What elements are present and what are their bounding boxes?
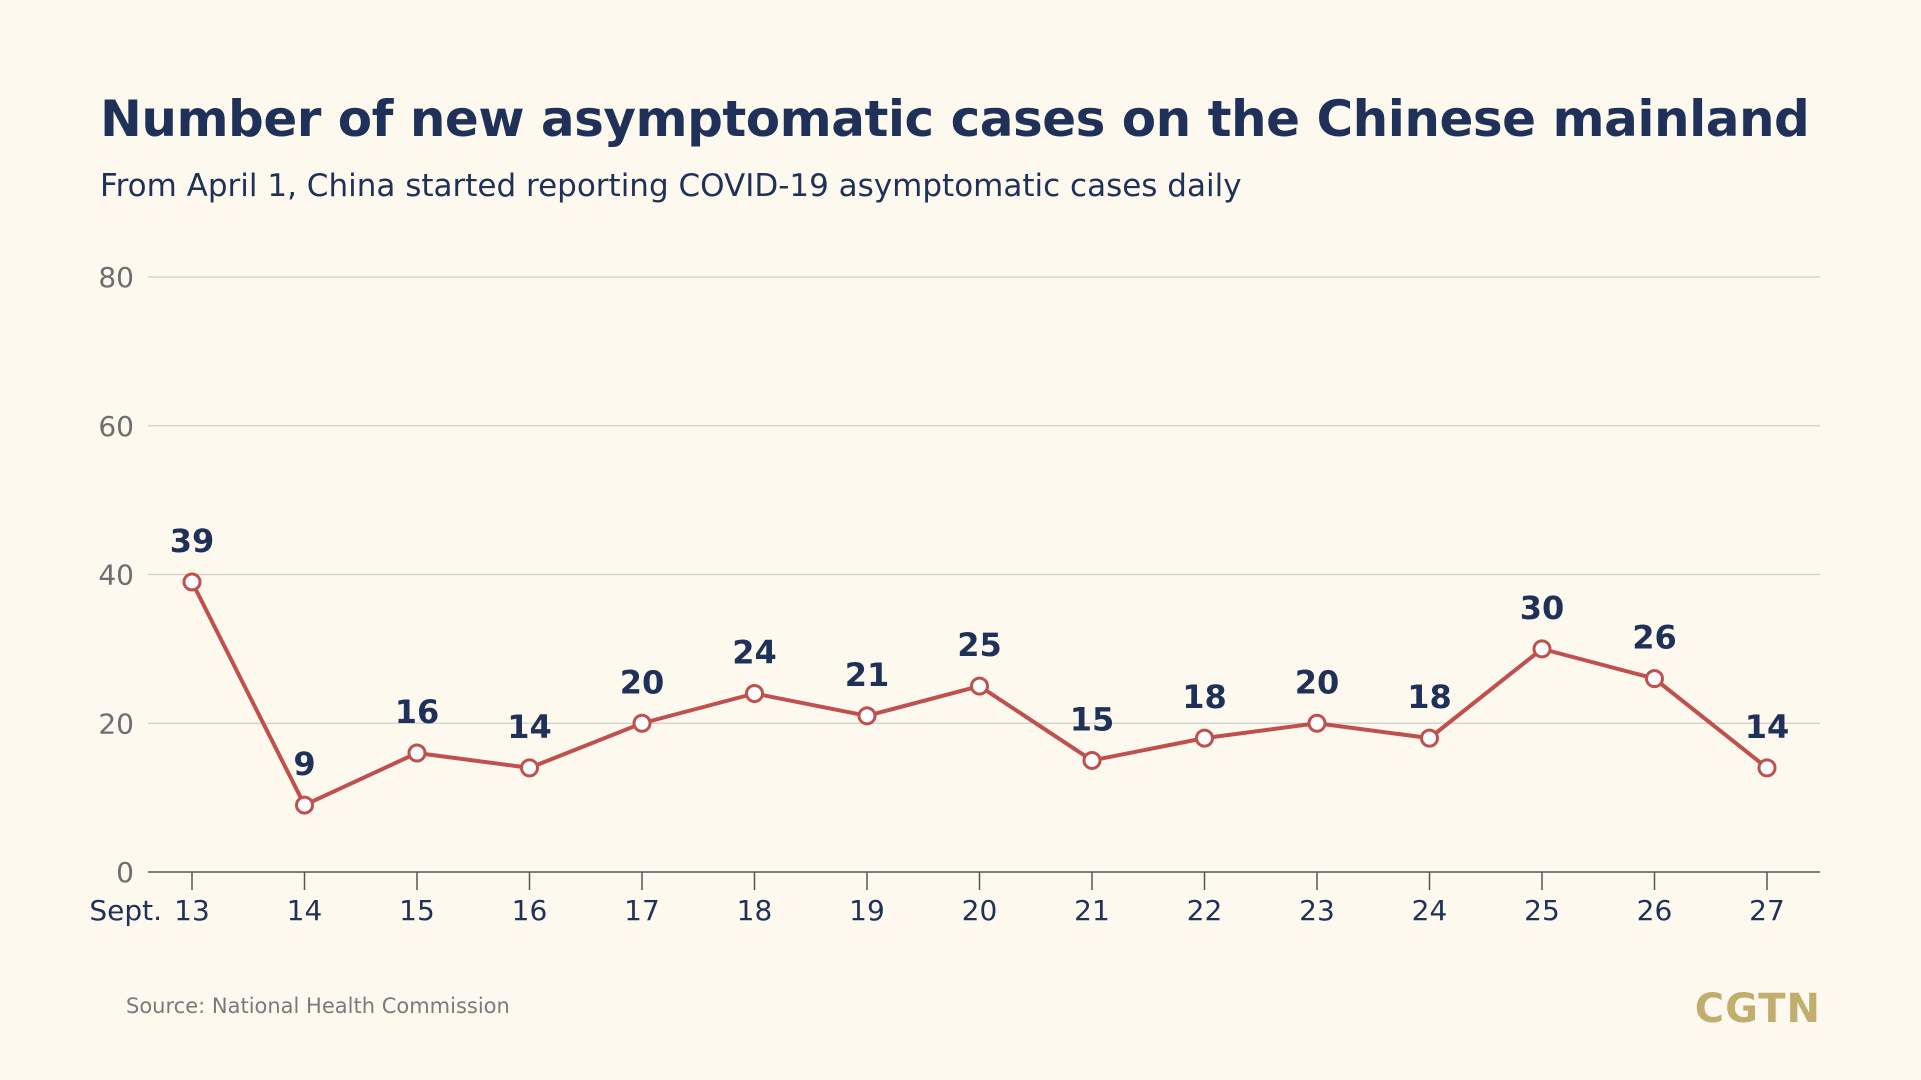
data-label-22: 18 — [1182, 678, 1227, 716]
y-tick-label-60: 60 — [98, 410, 134, 443]
x-tick-label-16: 16 — [512, 894, 548, 927]
data-point-14 — [295, 795, 314, 815]
data-label-26: 26 — [1632, 619, 1677, 657]
data-label-21: 15 — [1070, 700, 1115, 738]
data-point-13 — [182, 572, 202, 592]
page-title: Number of new asymptomatic cases on the … — [100, 90, 1810, 148]
y-tick-labels: 0 20 40 60 80 — [98, 261, 134, 889]
x-tick-labels: 13 14 15 16 17 18 19 20 21 22 23 24 25 26 27 — [174, 894, 1785, 927]
grid-layer — [148, 276, 1820, 724]
data-label-13: 39 — [170, 522, 215, 560]
page-subtitle: From April 1, China started reporting CO… — [100, 168, 1242, 204]
x-tick-label-18: 18 — [737, 894, 773, 927]
data-label-19: 21 — [845, 656, 890, 694]
data-points — [182, 572, 1777, 815]
x-tick-label-24: 24 — [1412, 894, 1448, 927]
x-tick-label-17: 17 — [624, 894, 660, 927]
data-point-16 — [520, 758, 539, 778]
data-label-23: 20 — [1295, 663, 1340, 701]
x-tick-label-21: 21 — [1074, 894, 1110, 927]
x-tick-label-23: 23 — [1299, 894, 1335, 927]
y-tick-label-20: 20 — [98, 707, 134, 740]
data-label-25: 30 — [1520, 589, 1565, 627]
data-point-24 — [1420, 728, 1439, 748]
data-point-22 — [1195, 728, 1214, 748]
cgtn-logo: CGTN — [1694, 986, 1821, 1032]
data-label-15: 16 — [395, 693, 440, 731]
data-label-18: 24 — [732, 634, 777, 672]
data-point-27 — [1757, 758, 1777, 778]
x-tick-label-27: 27 — [1749, 894, 1785, 927]
x-tick-label-13: 13 — [174, 894, 210, 927]
x-tick-marks — [191, 872, 1768, 890]
source-note: Source: National Health Commission — [126, 994, 510, 1018]
x-tick-label-19: 19 — [849, 894, 885, 927]
data-label-16: 14 — [507, 708, 552, 746]
data-labels: 39 9 16 14 20 24 21 25 15 18 20 18 30 26 14 — [170, 522, 1790, 783]
x-tick-label-15: 15 — [399, 894, 435, 927]
data-point-26 — [1645, 669, 1664, 689]
data-label-17: 20 — [620, 663, 665, 701]
data-label-14: 9 — [293, 745, 315, 783]
x-tick-label-22: 22 — [1187, 894, 1223, 927]
x-axis-prefix-label: Sept. — [89, 894, 162, 927]
x-tick-label-14: 14 — [287, 894, 323, 927]
data-point-17 — [632, 713, 652, 733]
y-tick-label-80: 80 — [98, 261, 134, 294]
data-label-24: 18 — [1407, 678, 1452, 716]
data-point-23 — [1307, 713, 1327, 733]
data-label-20: 25 — [957, 626, 1002, 664]
y-tick-label-40: 40 — [98, 559, 134, 592]
data-point-25 — [1532, 639, 1552, 659]
data-point-21 — [1082, 750, 1102, 770]
data-point-20 — [970, 676, 989, 696]
data-point-18 — [745, 684, 764, 703]
data-point-15 — [407, 743, 427, 763]
x-tick-label-26: 26 — [1637, 894, 1673, 927]
x-tick-label-25: 25 — [1524, 894, 1560, 927]
data-label-27: 14 — [1745, 708, 1790, 746]
y-tick-label-0: 0 — [116, 856, 134, 889]
data-point-19 — [857, 706, 877, 726]
x-tick-label-20: 20 — [962, 894, 998, 927]
